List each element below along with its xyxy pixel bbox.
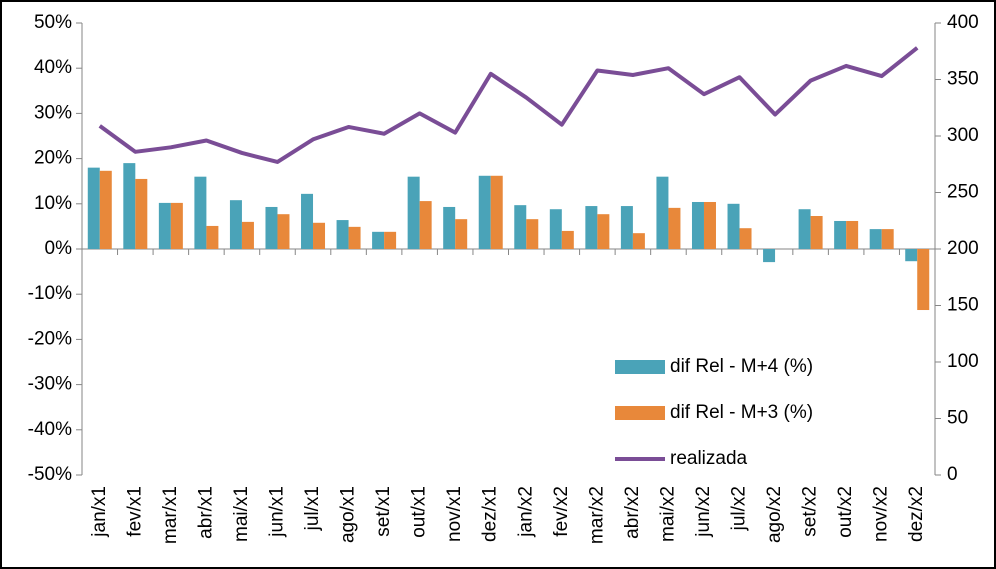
x-tick-label: out/x2 — [835, 486, 856, 538]
bar — [869, 229, 882, 249]
x-tick-label: jul/x2 — [729, 486, 750, 531]
bar — [384, 231, 397, 249]
bar — [407, 176, 420, 249]
x-tick-label: abr/x1 — [195, 486, 216, 539]
x-tick-label: ago/x2 — [764, 486, 785, 543]
bar — [372, 231, 385, 249]
legend-label: dif Rel - M+4 (%) — [670, 356, 813, 377]
y-tick-label: 10% — [34, 193, 72, 214]
bar — [336, 220, 349, 249]
x-tick-label: jan/x1 — [89, 486, 110, 538]
y2-tick-label: 150 — [947, 295, 979, 316]
x-tick-label: set/x2 — [800, 486, 821, 537]
y2-tick-label: 0 — [947, 464, 958, 485]
bar — [313, 222, 326, 249]
bar — [348, 226, 361, 249]
x-tick-label: mar/x2 — [586, 486, 607, 544]
y2-tick-label: 250 — [947, 182, 979, 203]
x-tick-label: dez/x2 — [906, 486, 927, 542]
y-tick-label: 30% — [34, 102, 72, 123]
y-tick-label: 40% — [34, 57, 72, 78]
y-tick-label: 20% — [34, 148, 72, 169]
bar — [585, 206, 598, 249]
y2-tick-label: 100 — [947, 351, 979, 372]
legend-swatch — [615, 406, 665, 420]
y2-tick-label: 200 — [947, 238, 979, 259]
bar — [620, 206, 633, 249]
bar — [158, 202, 171, 249]
bar — [419, 201, 432, 249]
bar — [881, 229, 894, 249]
x-tick-label: mai/x2 — [657, 486, 678, 542]
bar — [561, 230, 574, 249]
bar — [229, 200, 242, 249]
bar — [301, 193, 314, 249]
bar — [668, 207, 681, 249]
y-tick-label: 50% — [34, 12, 72, 33]
x-tick-label: ago/x1 — [338, 486, 359, 543]
y2-tick-label: 400 — [947, 12, 979, 33]
x-tick-label: mar/x1 — [160, 486, 181, 544]
bar — [703, 201, 716, 249]
y-tick-label: -20% — [28, 328, 72, 349]
legend-swatch — [615, 360, 665, 374]
bar — [135, 178, 148, 249]
bar — [763, 249, 776, 263]
bar — [443, 206, 456, 249]
legend-label: realizada — [670, 448, 748, 469]
bar — [490, 175, 503, 249]
y-tick-label: -10% — [28, 283, 72, 304]
bar — [265, 206, 278, 249]
bar — [549, 209, 562, 249]
x-tick-label: mai/x1 — [231, 486, 252, 542]
line — [98, 46, 919, 164]
legend-label: dif Rel - M+3 (%) — [670, 402, 813, 423]
y2-tick-label: 50 — [947, 408, 968, 429]
x-tick-label: jan/x2 — [515, 486, 536, 538]
bar — [277, 214, 290, 249]
bar — [691, 201, 704, 249]
x-tick-label: abr/x2 — [622, 486, 643, 539]
bar — [123, 163, 136, 249]
bar — [810, 216, 823, 249]
bar — [241, 221, 254, 249]
x-tick-label: nov/x1 — [444, 486, 465, 542]
bar — [455, 219, 468, 249]
y2-tick-label: 350 — [947, 69, 979, 90]
x-tick-label: jun/x1 — [266, 486, 287, 538]
x-tick-label: jul/x1 — [302, 486, 323, 531]
x-tick-label: set/x1 — [373, 486, 394, 537]
bar — [834, 220, 847, 249]
bar — [597, 214, 610, 249]
bar — [478, 175, 491, 249]
x-tick-label: nov/x2 — [871, 486, 892, 542]
y-tick-label: 0% — [45, 238, 73, 259]
bar — [87, 167, 100, 249]
x-tick-label: jun/x2 — [693, 486, 714, 538]
y-tick-label: -50% — [28, 464, 72, 485]
bar — [170, 202, 183, 249]
bar — [739, 228, 752, 249]
bar — [905, 249, 918, 262]
bar — [917, 249, 930, 311]
y-tick-label: -40% — [28, 419, 72, 440]
bar — [206, 225, 219, 249]
bar — [526, 219, 539, 249]
x-tick-label: out/x1 — [409, 486, 430, 538]
bar — [846, 220, 859, 249]
bar — [632, 233, 645, 249]
bar — [194, 176, 207, 249]
bar — [514, 205, 527, 249]
bar — [727, 203, 740, 249]
x-tick-label: fev/x2 — [551, 486, 572, 537]
x-tick-label: dez/x1 — [480, 486, 501, 542]
bar — [656, 176, 669, 249]
x-tick-label: fev/x1 — [124, 486, 145, 537]
bar — [99, 170, 112, 249]
y2-tick-label: 300 — [947, 125, 979, 146]
y-tick-label: -30% — [28, 374, 72, 395]
bar — [798, 209, 811, 249]
